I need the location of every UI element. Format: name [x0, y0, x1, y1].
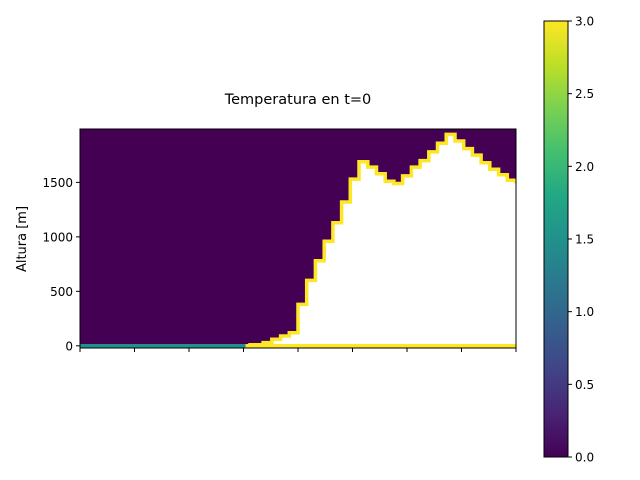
boundary-segment-0 [80, 344, 246, 348]
colorbar-tick-label-0: 0.0 [575, 451, 594, 465]
y-axis: 0 500 1000 1500 [42, 176, 80, 353]
plot-area [80, 129, 516, 348]
colorbar-tick-label-6: 3.0 [575, 15, 594, 29]
colorbar: 0.0 0.5 1.0 1.5 2.0 2.5 3.0 [543, 15, 594, 465]
x-axis [79, 348, 517, 352]
colorbar-tick-label-3: 1.5 [575, 233, 594, 247]
chart-title: Temperatura en t=0 [224, 92, 372, 108]
colorbar-tick-label-5: 2.5 [575, 87, 594, 101]
y-axis-label: Altura [m] [15, 206, 30, 272]
y-tick-label-0: 0 [65, 339, 73, 353]
boundary-segment-1 [245, 344, 516, 348]
colorbar-tick-label-4: 2.0 [575, 160, 594, 174]
terrain-boundary [80, 132, 516, 348]
colorbar-gradient [543, 20, 569, 458]
y-tick-label-1: 500 [50, 285, 73, 299]
y-tick-label-2: 1000 [42, 230, 73, 244]
terrain-region [80, 134, 516, 348]
y-tick-label-3: 1500 [42, 176, 73, 190]
colorbar-tick-label-1: 0.5 [575, 378, 594, 392]
colorbar-tick-label-2: 1.0 [575, 305, 594, 319]
